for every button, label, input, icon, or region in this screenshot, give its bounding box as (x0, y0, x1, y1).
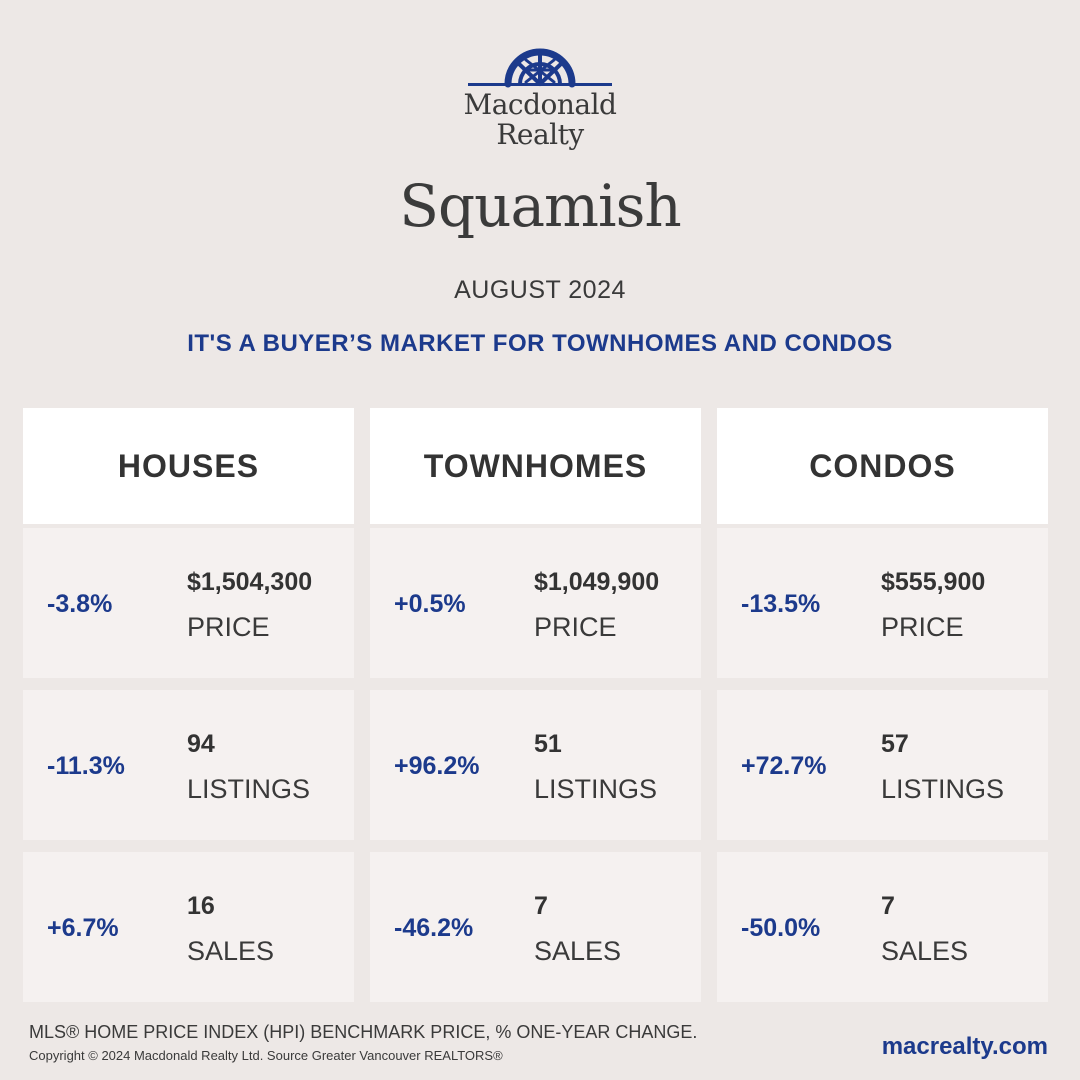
price-card: +0.5% $1,049,900 PRICE (370, 528, 701, 678)
price-card: -3.8% $1,504,300 PRICE (23, 528, 354, 678)
price-change: -3.8% (47, 590, 113, 618)
report-month: AUGUST 2024 (454, 276, 626, 304)
listings-change: +72.7% (741, 752, 827, 780)
sales-change: -50.0% (741, 914, 821, 942)
listings-card: +96.2% 51 LISTINGS (370, 690, 701, 840)
sales-value: 7 (534, 892, 548, 920)
listings-change: -11.3% (47, 752, 125, 780)
listings-label: LISTINGS (187, 774, 311, 804)
sales-value: 16 (187, 892, 215, 920)
column-title: TOWNHOMES (370, 408, 701, 524)
column-title: HOUSES (23, 408, 354, 524)
condos-column: CONDOS -13.5% $555,900 PRICE +72.7% 57 L… (717, 408, 1048, 1002)
brand-logo: Macdonald Realty (460, 40, 620, 164)
headline: IT'S A BUYER’S MARKET FOR TOWNHOMES AND … (187, 330, 893, 357)
page-title: Squamish (399, 172, 681, 240)
macdonald-realty-dome-icon (468, 48, 612, 88)
column-title: CONDOS (717, 408, 1048, 524)
sales-label: SALES (187, 936, 275, 966)
sales-card: -50.0% 7 SALES (717, 852, 1048, 1002)
brand-name-line2: Realty (496, 118, 584, 151)
sales-change: -46.2% (394, 914, 474, 942)
listings-card: -11.3% 94 LISTINGS (23, 690, 354, 840)
brand-name-line1: Macdonald (463, 88, 617, 121)
price-value: $555,900 (881, 568, 986, 596)
townhomes-column: TOWNHOMES +0.5% $1,049,900 PRICE +96.2% … (370, 408, 701, 1002)
sales-card: -46.2% 7 SALES (370, 852, 701, 1002)
footnote: MLS® HOME PRICE INDEX (HPI) BENCHMARK PR… (29, 1022, 698, 1042)
price-card: -13.5% $555,900 PRICE (717, 528, 1048, 678)
listings-label: LISTINGS (534, 774, 658, 804)
sales-value: 7 (881, 892, 895, 920)
price-change: -13.5% (741, 590, 821, 618)
listings-value: 51 (534, 730, 562, 758)
price-label: PRICE (881, 612, 964, 642)
listings-card: +72.7% 57 LISTINGS (717, 690, 1048, 840)
listings-label: LISTINGS (881, 774, 1005, 804)
price-value: $1,049,900 (534, 568, 660, 596)
listings-change: +96.2% (394, 752, 480, 780)
website-link[interactable]: macrealty.com (881, 1033, 1048, 1060)
sales-change: +6.7% (47, 914, 119, 942)
houses-column: HOUSES -3.8% $1,504,300 PRICE -11.3% 94 … (23, 408, 354, 1002)
price-label: PRICE (534, 612, 617, 642)
sales-card: +6.7% 16 SALES (23, 852, 354, 1002)
sales-label: SALES (881, 936, 969, 966)
price-label: PRICE (187, 612, 270, 642)
price-value: $1,504,300 (187, 568, 313, 596)
listings-value: 57 (881, 730, 909, 758)
price-change: +0.5% (394, 590, 466, 618)
sales-label: SALES (534, 936, 622, 966)
listings-value: 94 (187, 730, 215, 758)
copyright: Copyright © 2024 Macdonald Realty Ltd. S… (29, 1048, 503, 1063)
